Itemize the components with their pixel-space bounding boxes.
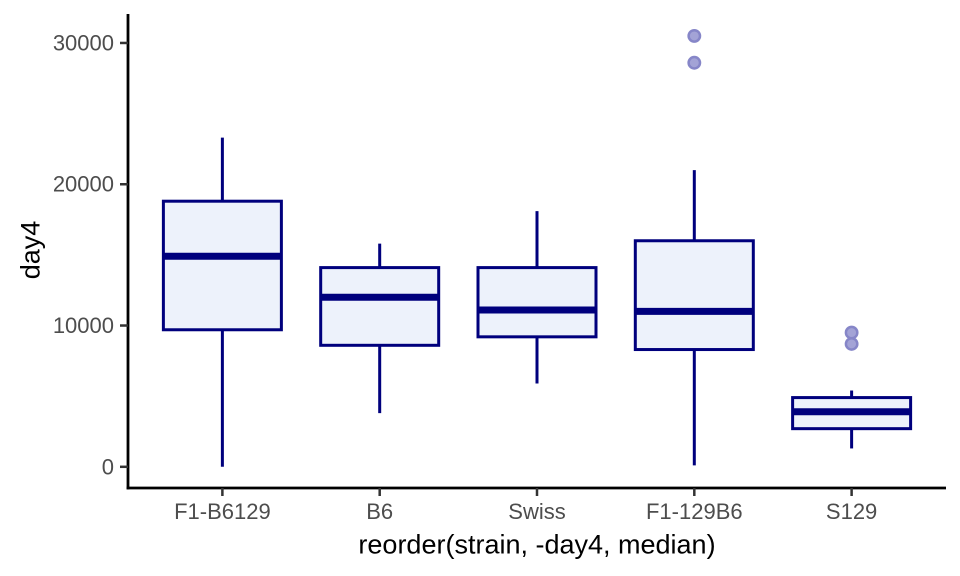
outlier-point-F1-129B6 <box>687 28 702 43</box>
x-tick-label: Swiss <box>508 499 565 524</box>
outlier-point-F1-129B6 <box>687 55 702 70</box>
box-F1-129B6 <box>633 239 755 352</box>
x-tick-label: B6 <box>366 499 393 524</box>
y-axis-title: day4 <box>15 220 46 280</box>
x-tick-label: F1-129B6 <box>646 499 743 524</box>
y-tick-label: 30000 <box>53 30 114 55</box>
box-B6 <box>319 266 441 347</box>
x-tick-label: S129 <box>826 499 877 524</box>
outlier-point-S129 <box>844 336 859 351</box>
x-axis-title: reorder(strain, -day4, median) <box>358 529 716 560</box>
x-tick-label: F1-B6129 <box>174 499 271 524</box>
y-tick-label: 20000 <box>53 172 114 197</box>
y-tick-label: 10000 <box>53 313 114 338</box>
y-tick-label: 0 <box>102 454 114 479</box>
box-F1-B6129 <box>161 199 283 332</box>
outlier-point-S129 <box>844 325 859 340</box>
box-Swiss <box>476 266 598 339</box>
